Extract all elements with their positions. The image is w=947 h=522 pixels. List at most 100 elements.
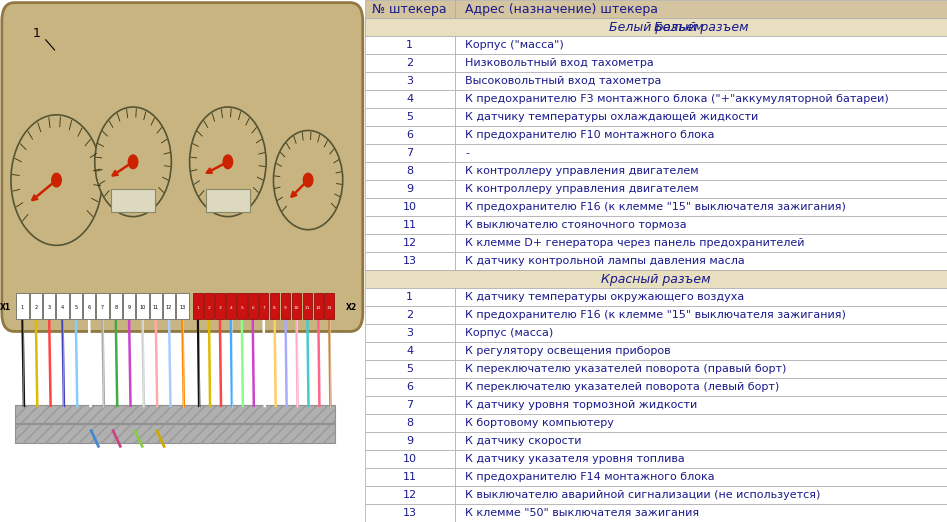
Bar <box>365 72 455 90</box>
Text: 6: 6 <box>251 306 254 310</box>
Bar <box>150 293 162 319</box>
Text: 5: 5 <box>406 112 413 122</box>
Text: 10: 10 <box>294 306 299 310</box>
Text: 4: 4 <box>229 306 232 310</box>
Bar <box>455 0 947 18</box>
Bar <box>365 18 455 36</box>
Bar <box>365 36 455 54</box>
Text: К выключателю стояночного тормоза: К выключателю стояночного тормоза <box>465 220 687 230</box>
Bar <box>206 189 250 212</box>
Bar <box>365 54 455 72</box>
Text: 1: 1 <box>406 40 413 50</box>
Bar <box>455 450 947 468</box>
Bar <box>365 234 455 252</box>
Bar <box>455 288 947 306</box>
Text: К контроллеру управления двигателем: К контроллеру управления двигателем <box>465 184 699 194</box>
Bar <box>226 293 236 319</box>
Bar <box>365 0 455 18</box>
Bar <box>455 360 947 378</box>
Circle shape <box>95 107 171 217</box>
Text: 8: 8 <box>274 306 276 310</box>
Bar <box>14 424 335 443</box>
Bar <box>455 180 947 198</box>
Text: Белый разъем: Белый разъем <box>653 20 748 33</box>
Bar <box>280 293 291 319</box>
Text: 11: 11 <box>402 220 417 230</box>
Text: 12: 12 <box>315 306 321 310</box>
Text: 10: 10 <box>402 454 417 464</box>
Text: Высоковольтный вход тахометра: Высоковольтный вход тахометра <box>465 76 662 86</box>
Bar <box>455 324 947 342</box>
Text: 4: 4 <box>406 94 413 104</box>
Text: 8: 8 <box>115 305 117 310</box>
Text: 3: 3 <box>406 76 413 86</box>
Circle shape <box>11 115 102 245</box>
Text: 9: 9 <box>406 436 413 446</box>
Bar <box>365 306 455 324</box>
Text: К предохранителю F10 монтажного блока: К предохранителю F10 монтажного блока <box>465 130 715 140</box>
Bar <box>14 405 335 423</box>
Bar <box>43 293 55 319</box>
Text: 2: 2 <box>406 310 413 320</box>
Text: 2: 2 <box>34 305 38 310</box>
Bar <box>365 504 455 522</box>
Text: 5: 5 <box>406 364 413 374</box>
Bar <box>193 293 203 319</box>
Text: 9: 9 <box>128 305 131 310</box>
Bar <box>365 18 947 36</box>
Bar <box>455 90 947 108</box>
Text: 12: 12 <box>402 490 417 500</box>
Text: 3: 3 <box>406 328 413 338</box>
Text: 7: 7 <box>262 306 265 310</box>
Bar <box>365 270 947 288</box>
Text: 6: 6 <box>87 305 91 310</box>
Text: 10: 10 <box>139 305 146 310</box>
Bar <box>455 414 947 432</box>
Text: К клемме D+ генератора через панель предохранителей: К клемме D+ генератора через панель пред… <box>465 238 805 248</box>
Bar <box>365 288 455 306</box>
Text: К предохранителю F16 (к клемме "15" выключателя зажигания): К предохранителю F16 (к клемме "15" выкл… <box>465 202 847 212</box>
Bar <box>325 293 334 319</box>
Text: К датчику скорости: К датчику скорости <box>465 436 581 446</box>
Text: X1: X1 <box>0 303 11 312</box>
Text: 4: 4 <box>61 305 64 310</box>
Bar <box>455 432 947 450</box>
Bar <box>365 450 455 468</box>
Text: К предохранителю F14 монтажного блока: К предохранителю F14 монтажного блока <box>465 472 715 482</box>
Bar <box>365 414 455 432</box>
Text: К переключателю указателей поворота (левый борт): К переключателю указателей поворота (лев… <box>465 382 779 392</box>
Bar <box>455 126 947 144</box>
Circle shape <box>52 173 62 187</box>
Text: 6: 6 <box>406 382 413 392</box>
Bar <box>455 162 947 180</box>
Bar <box>83 293 96 319</box>
Text: Низковольтный вход тахометра: Низковольтный вход тахометра <box>465 58 654 68</box>
Bar <box>123 293 135 319</box>
Text: К переключателю указателей поворота (правый борт): К переключателю указателей поворота (пра… <box>465 364 787 374</box>
Text: 7: 7 <box>101 305 104 310</box>
Bar <box>16 293 28 319</box>
Bar <box>70 293 82 319</box>
Bar <box>29 293 42 319</box>
Text: 5: 5 <box>74 305 78 310</box>
Text: К датчику температуры окружающего воздуха: К датчику температуры окружающего воздух… <box>465 292 744 302</box>
Text: 13: 13 <box>402 508 417 518</box>
Bar <box>455 468 947 486</box>
Bar <box>205 293 214 319</box>
Bar <box>455 36 947 54</box>
Bar <box>57 293 68 319</box>
Bar <box>248 293 258 319</box>
Text: К датчику указателя уровня топлива: К датчику указателя уровня топлива <box>465 454 685 464</box>
Text: К предохранителю F3 монтажного блока ("+"аккумуляторной батареи): К предохранителю F3 монтажного блока ("+… <box>465 94 889 104</box>
Text: 1: 1 <box>21 305 24 310</box>
Text: Корпус (масса): Корпус (масса) <box>465 328 554 338</box>
Bar <box>455 486 947 504</box>
Bar <box>365 378 455 396</box>
Circle shape <box>189 107 266 217</box>
Circle shape <box>129 155 138 169</box>
Text: 13: 13 <box>402 256 417 266</box>
Bar <box>259 293 269 319</box>
Text: 1: 1 <box>197 306 200 310</box>
Bar <box>14 405 335 423</box>
Text: 11: 11 <box>305 306 311 310</box>
